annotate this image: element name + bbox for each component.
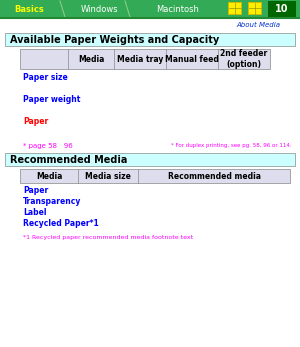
Text: Media tray: Media tray	[117, 54, 163, 64]
Bar	[5, 33, 295, 46]
Bar	[268, 1, 296, 17]
Bar	[20, 49, 270, 69]
Bar	[0, 0, 300, 18]
Text: 10: 10	[275, 4, 289, 14]
Bar	[5, 153, 295, 166]
Bar	[228, 2, 242, 15]
Bar	[20, 169, 290, 183]
Text: Macintosh: Macintosh	[157, 5, 200, 14]
Text: Media: Media	[36, 171, 62, 180]
Text: Recommended media: Recommended media	[167, 171, 260, 180]
Text: * For duplex printing, see pg. 58, 96 or 114.: * For duplex printing, see pg. 58, 96 or…	[171, 143, 292, 148]
Text: Recycled Paper*1: Recycled Paper*1	[23, 219, 99, 228]
Text: Paper: Paper	[23, 186, 48, 195]
Text: *1 Recycled paper recommended media footnote text: *1 Recycled paper recommended media foot…	[23, 235, 193, 240]
Text: Media size: Media size	[85, 171, 131, 180]
Text: Available Paper Weights and Capacity: Available Paper Weights and Capacity	[10, 34, 219, 44]
Text: Basics: Basics	[14, 5, 44, 14]
Text: Paper weight: Paper weight	[23, 95, 80, 104]
Text: Windows: Windows	[81, 5, 119, 14]
Text: Media: Media	[78, 54, 104, 64]
Text: * page 58   96: * page 58 96	[23, 143, 73, 149]
Text: Paper: Paper	[23, 117, 48, 126]
Text: Transparency: Transparency	[23, 197, 81, 206]
Text: Paper size: Paper size	[23, 73, 68, 82]
Text: Recommended Media: Recommended Media	[10, 154, 128, 164]
Text: 2nd feeder
(option): 2nd feeder (option)	[220, 49, 268, 69]
Text: Manual feed: Manual feed	[165, 54, 219, 64]
Bar	[249, 3, 261, 14]
Bar	[229, 3, 241, 14]
Text: About Media: About Media	[236, 22, 280, 28]
Text: Label: Label	[23, 208, 46, 217]
Bar	[248, 2, 262, 15]
Bar	[3, 1, 55, 17]
